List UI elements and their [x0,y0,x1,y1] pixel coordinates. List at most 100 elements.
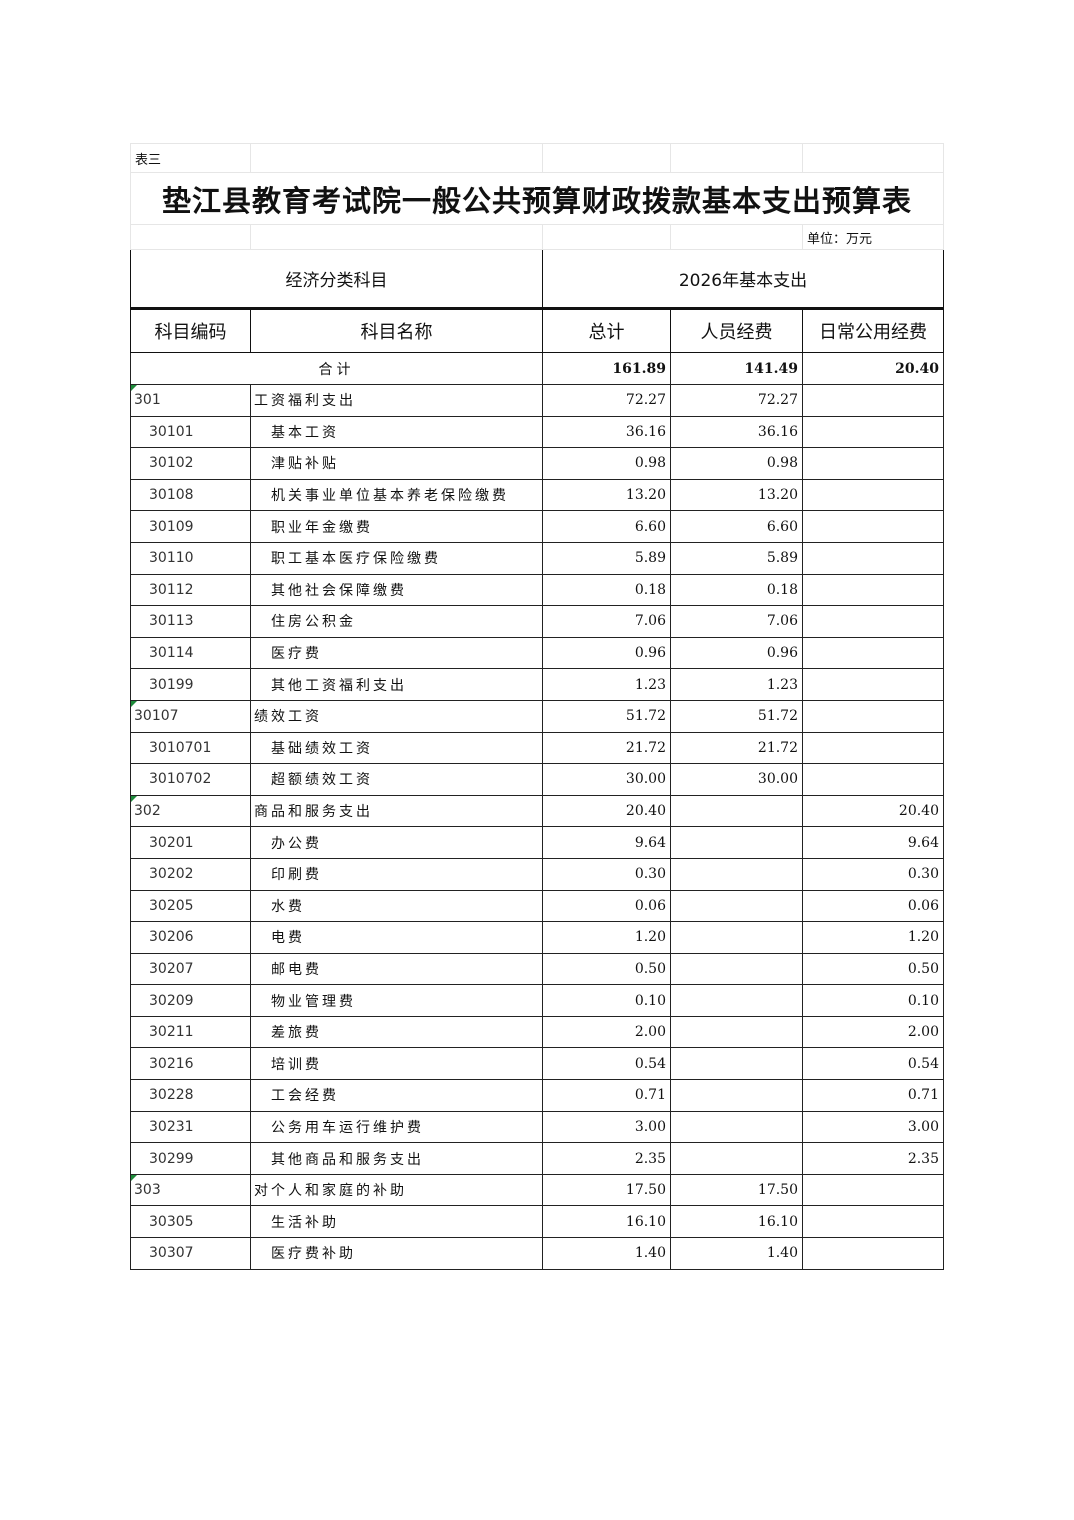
page-title: 垫江县教育考试院一般公共预算财政拨款基本支出预算表 [130,172,944,225]
row-code: 30107 [130,699,251,733]
header-column-row: 科目编码 科目名称 总计 人员经费 日常公用经费 [130,308,944,353]
label-row: 表三 [130,143,944,173]
table-row: 30113 住房公积金 7.06 7.06 [130,605,944,638]
row-code: 30209 [130,984,251,1017]
row-name: 差旅费 [250,1015,543,1049]
row-personnel: 5.89 [670,541,803,575]
row-code: 30305 [130,1205,251,1239]
row-personnel: 17.50 [670,1173,803,1207]
row-personnel [670,984,803,1017]
row-code: 30228 [130,1079,251,1112]
row-total: 1.40 [542,1237,671,1270]
header-group-row: 经济分类科目 2026年基本支出 [130,249,944,310]
row-personnel [670,826,803,859]
row-personnel: 1.23 [670,668,803,701]
row-public [802,731,944,765]
row-name: 医疗费 [250,636,543,670]
table-row: 301 工资福利支出 72.27 72.27 [130,384,944,417]
row-public [802,573,944,607]
unit-label: 单位：万元 [802,224,944,250]
table-row: 30107 绩效工资 51.72 51.72 [130,699,944,733]
row-name: 基本工资 [250,415,543,449]
row-code: 30102 [130,447,251,480]
row-code: 30216 [130,1047,251,1081]
row-personnel: 6.60 [670,510,803,543]
row-name: 其他社会保障缴费 [250,573,543,607]
row-total: 2.35 [542,1142,671,1175]
row-personnel: 51.72 [670,699,803,733]
table-row: 30112 其他社会保障缴费 0.18 0.18 [130,573,944,607]
row-public: 3.00 [802,1110,944,1144]
row-total: 2.00 [542,1015,671,1049]
row-public: 0.50 [802,952,944,986]
table-row: 3010702 超额绩效工资 30.00 30.00 [130,763,944,796]
row-name: 机关事业单位基本养老保险缴费 [250,478,543,512]
row-code: 30231 [130,1110,251,1144]
row-name: 绩效工资 [250,699,543,733]
row-total: 9.64 [542,826,671,859]
row-public [802,541,944,575]
row-personnel [670,952,803,986]
header-basic-expenditure: 2026年基本支出 [542,249,944,310]
row-total: 72.27 [542,384,671,417]
row-public: 1.20 [802,921,944,954]
row-total: 13.20 [542,478,671,512]
row-code: 30201 [130,826,251,859]
row-code: 30307 [130,1237,251,1270]
row-public [802,1237,944,1270]
budget-table: 表三 垫江县教育考试院一般公共预算财政拨款基本支出预算表 单位：万元 经济分类科… [130,143,944,1270]
row-public [802,510,944,543]
row-public: 0.71 [802,1079,944,1112]
row-code: 30199 [130,668,251,701]
table-row: 30307 医疗费补助 1.40 1.40 [130,1237,944,1270]
row-name: 生活补助 [250,1205,543,1239]
row-code: 30109 [130,510,251,543]
row-name: 基础绩效工资 [250,731,543,765]
row-code: 30299 [130,1142,251,1175]
row-code: 302 [130,794,251,828]
table-row: 30228 工会经费 0.71 0.71 [130,1079,944,1112]
table-row: 30202 印刷费 0.30 0.30 [130,857,944,891]
table-row: 30205 水费 0.06 0.06 [130,889,944,923]
row-total: 0.96 [542,636,671,670]
row-code: 303 [130,1173,251,1207]
table-label: 表三 [130,143,251,173]
row-name: 其他商品和服务支出 [250,1142,543,1175]
row-code: 3010702 [130,763,251,796]
row-total: 36.16 [542,415,671,449]
row-total: 7.06 [542,605,671,638]
header-code: 科目编码 [130,308,251,353]
row-total: 0.10 [542,984,671,1017]
row-name: 超额绩效工资 [250,763,543,796]
row-personnel: 1.40 [670,1237,803,1270]
row-personnel: 21.72 [670,731,803,765]
row-personnel: 13.20 [670,478,803,512]
header-personnel: 人员经费 [670,308,803,353]
row-total: 21.72 [542,731,671,765]
row-total: 3.00 [542,1110,671,1144]
row-personnel [670,794,803,828]
row-name: 商品和服务支出 [250,794,543,828]
row-public [802,447,944,480]
row-personnel [670,1142,803,1175]
row-code: 30113 [130,605,251,638]
row-total: 0.50 [542,952,671,986]
row-public: 2.35 [802,1142,944,1175]
row-total: 17.50 [542,1173,671,1207]
table-row: 30108 机关事业单位基本养老保险缴费 13.20 13.20 [130,478,944,512]
total-row: 合计 161.89 141.49 20.40 [130,352,944,385]
row-personnel: 0.96 [670,636,803,670]
row-total: 30.00 [542,763,671,796]
table-row: 303 对个人和家庭的补助 17.50 17.50 [130,1173,944,1207]
header-total: 总计 [542,308,671,353]
row-total: 0.06 [542,889,671,923]
table-row: 30299 其他商品和服务支出 2.35 2.35 [130,1142,944,1175]
row-name: 印刷费 [250,857,543,891]
table-row: 30114 医疗费 0.96 0.96 [130,636,944,670]
header-name: 科目名称 [250,308,543,353]
row-personnel [670,889,803,923]
row-name: 医疗费补助 [250,1237,543,1270]
row-personnel [670,857,803,891]
total-total: 161.89 [542,352,671,385]
row-name: 办公费 [250,826,543,859]
